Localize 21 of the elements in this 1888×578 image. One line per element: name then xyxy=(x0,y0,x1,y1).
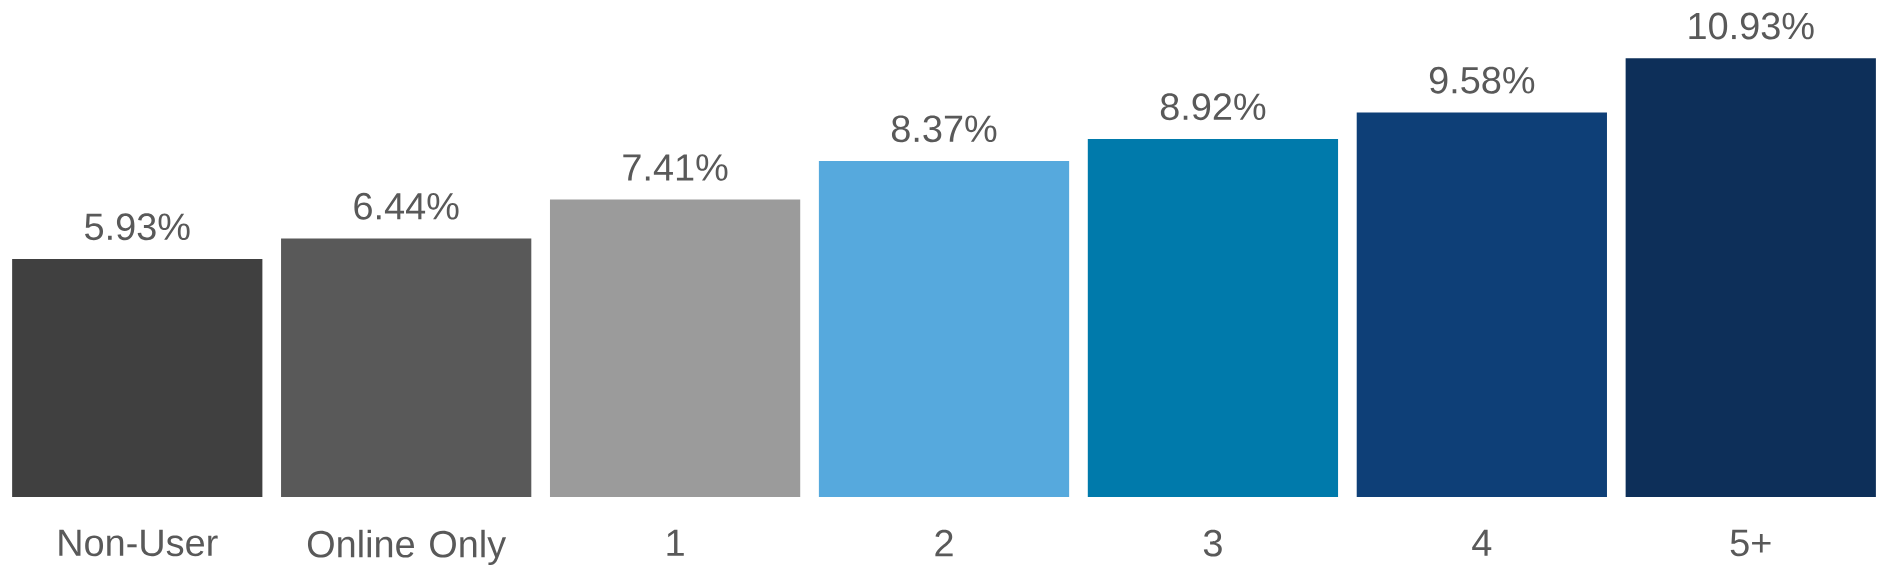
data-label: 8.37% xyxy=(891,115,997,143)
x-tick-label: 3 xyxy=(1203,529,1222,557)
bar xyxy=(1625,58,1876,498)
bar xyxy=(818,161,1070,498)
x-tick-label: Non-User xyxy=(59,529,218,557)
data-label: 5.93% xyxy=(85,213,190,241)
bar xyxy=(12,259,263,498)
x-tick-label: 2 xyxy=(935,529,953,557)
bar xyxy=(549,199,801,498)
bar xyxy=(1087,139,1339,498)
x-tick-label: 1 xyxy=(667,529,684,556)
data-label: 9.58% xyxy=(1429,66,1535,94)
x-tick-label: Online Only xyxy=(307,529,507,566)
data-label: 7.41% xyxy=(623,154,728,181)
data-label: 8.92% xyxy=(1160,93,1266,121)
data-label: 10.93% xyxy=(1689,12,1814,40)
x-tick-label: 5+ xyxy=(1730,529,1771,557)
x-tick-label: 4 xyxy=(1472,529,1492,556)
data-label: 6.44% xyxy=(354,192,459,220)
bar xyxy=(281,238,532,498)
bar xyxy=(1356,112,1607,498)
